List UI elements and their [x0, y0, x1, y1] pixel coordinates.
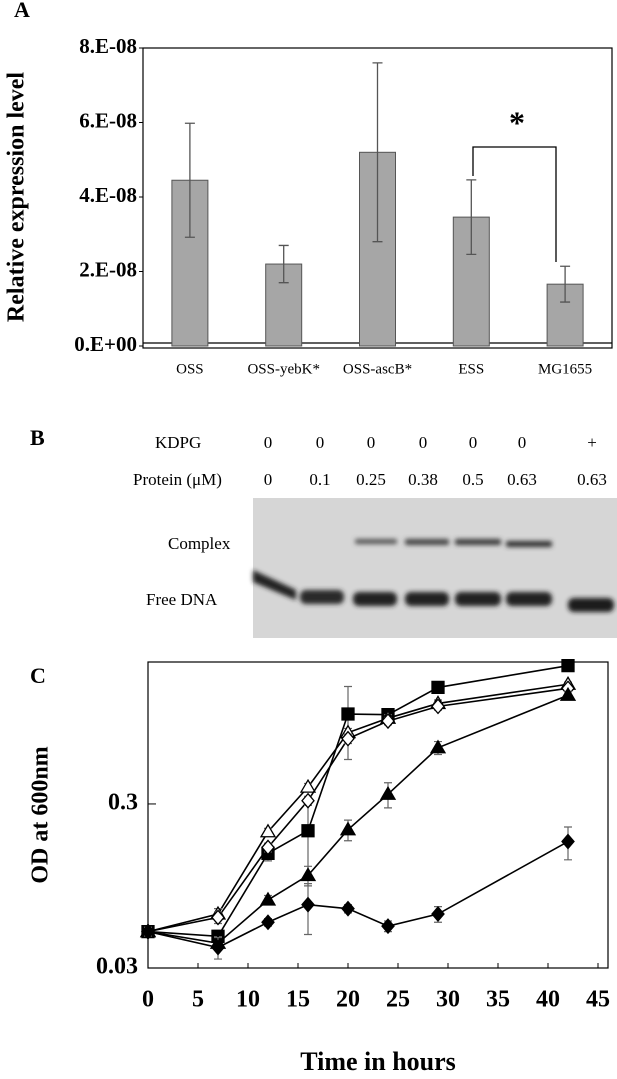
x-tick-label: 0: [142, 987, 154, 1013]
error-bar: [184, 122, 195, 238]
panel-label: C: [30, 663, 46, 688]
marker: [431, 906, 445, 923]
series-line: [147, 694, 569, 945]
kdpg-label: KDPG: [155, 433, 201, 452]
marker: [561, 833, 575, 850]
x-tick-label: 5: [192, 987, 204, 1013]
x-tick-label: 20: [336, 987, 360, 1013]
gel-bands: [253, 539, 614, 612]
marker: [259, 823, 277, 838]
y-tick-label: 2.E-08: [79, 257, 137, 281]
free-dna-label: Free DNA: [146, 590, 218, 609]
x-tick-label: OSS-yebK*: [247, 361, 320, 377]
x-axis-title: Time in hours: [300, 1047, 456, 1076]
plot-frame: [147, 661, 609, 969]
protein-value: 0.25: [356, 470, 386, 489]
marker: [341, 707, 355, 721]
marker: [381, 713, 395, 730]
kdpg-value: 0: [316, 433, 325, 452]
marker: [341, 730, 355, 747]
plot-frame: [142, 47, 613, 349]
error-bar: [344, 685, 352, 761]
x-tick-label: 15: [286, 987, 310, 1013]
protein-value: 0.38: [408, 470, 438, 489]
marker: [561, 659, 575, 673]
x-tick-label: 40: [536, 987, 560, 1013]
y-tick-label: 0.3: [108, 789, 138, 815]
protein-value: 0: [264, 470, 273, 489]
protein-value: 0.63: [577, 470, 607, 489]
x-tick-label: OSS: [176, 361, 204, 377]
marker: [341, 900, 355, 917]
marker: [559, 686, 577, 701]
protein-value: 0.63: [507, 470, 537, 489]
marker: [211, 909, 225, 926]
marker: [431, 698, 445, 715]
marker: [301, 792, 315, 809]
y-tick-label: 0.03: [96, 954, 138, 980]
y-tick-label: 6.E-08: [79, 108, 137, 132]
kdpg-value: 0: [264, 433, 273, 452]
x-tick-label: OSS-ascB*: [343, 361, 412, 377]
marker: [141, 923, 155, 940]
error-bar: [560, 265, 571, 303]
marker: [211, 939, 225, 956]
x-tick-label: 10: [236, 987, 260, 1013]
protein-value: 0.5: [462, 470, 483, 489]
protein-label: Protein (μM): [133, 470, 222, 489]
series-line: [147, 687, 569, 933]
marker: [339, 821, 357, 836]
marker: [299, 867, 317, 882]
panel-label: A: [14, 0, 30, 22]
y-axis-title: Relative expression level: [4, 72, 30, 323]
marker: [429, 739, 447, 754]
y-axis-title: OD at 600nm: [28, 746, 54, 883]
marker: [259, 891, 277, 906]
marker: [299, 778, 317, 793]
x-tick-label: ESS: [458, 361, 484, 377]
error-bar: [466, 179, 477, 256]
significance-bracket: [472, 146, 557, 262]
bar: [265, 263, 303, 347]
kdpg-value: 0: [518, 433, 527, 452]
error-bar: [372, 62, 383, 243]
marker: [381, 918, 395, 935]
marker: [301, 896, 315, 913]
kdpg-value: +: [587, 433, 597, 452]
y-tick-label: 0.E+00: [74, 332, 137, 356]
x-tick-label: MG1655: [538, 361, 592, 377]
bar: [546, 283, 584, 347]
marker: [431, 680, 445, 695]
panel-label: B: [30, 425, 45, 450]
y-tick-label: 4.E-08: [79, 183, 137, 207]
kdpg-value: 0: [469, 433, 478, 452]
complex-label: Complex: [168, 534, 231, 553]
series-line: [147, 840, 569, 949]
marker: [379, 785, 397, 800]
x-tick-label: 45: [586, 987, 610, 1013]
x-tick-label: 30: [436, 987, 460, 1013]
x-tick-label: 35: [486, 987, 510, 1013]
gel-image: [253, 498, 617, 638]
marker: [301, 824, 315, 838]
x-tick-label: 25: [386, 987, 410, 1013]
error-bar: [278, 244, 289, 284]
kdpg-value: 0: [419, 433, 428, 452]
protein-value: 0.1: [309, 470, 330, 489]
marker: [261, 839, 275, 856]
significance-star: *: [509, 104, 525, 140]
marker: [261, 914, 275, 931]
y-tick-label: 8.E-08: [79, 34, 137, 58]
series-line: [147, 664, 569, 938]
series-line: [147, 683, 569, 933]
kdpg-value: 0: [367, 433, 376, 452]
